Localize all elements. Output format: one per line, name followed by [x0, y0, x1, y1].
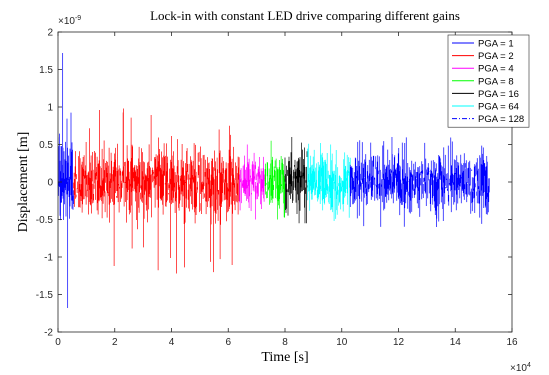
series-2	[73, 108, 240, 274]
series-1	[58, 53, 74, 308]
y-tick-label: 0.5	[39, 140, 53, 151]
y-tick-label: -1	[44, 253, 53, 264]
series-trace	[73, 108, 240, 274]
series-4	[264, 140, 285, 220]
series-trace	[264, 140, 285, 220]
x-tick-label: 0	[55, 337, 61, 348]
legend-item: PGA = 4	[452, 64, 514, 75]
legend-label: PGA = 64	[478, 102, 519, 113]
x-exponent-power: 4	[527, 362, 531, 369]
y-tick-label: 1.5	[39, 65, 53, 76]
x-tick-label: 2	[112, 337, 118, 348]
x-tick-label: 14	[450, 337, 462, 348]
legend-item: PGA = 2	[452, 51, 514, 62]
x-tick-label: 8	[282, 337, 288, 348]
y-tick-label: -0.5	[36, 215, 54, 226]
legend-label: PGA = 1	[478, 39, 514, 50]
legend-item: PGA = 16	[452, 89, 519, 100]
x-tick-label: 16	[506, 337, 518, 348]
x-axis-exponent: ×104	[510, 362, 531, 374]
legend-label: PGA = 8	[478, 76, 514, 87]
x-tick-label: 12	[393, 337, 405, 348]
series-trace	[58, 53, 74, 308]
series-6	[307, 143, 351, 221]
y-exponent-base: ×10	[58, 16, 75, 27]
y-exponent-power: -9	[75, 15, 81, 22]
series-trace	[349, 137, 490, 227]
chart-title: Lock-in with constant LED drive comparin…	[150, 8, 460, 23]
y-axis-label: Displacement [m]	[16, 132, 31, 233]
legend-label: PGA = 16	[478, 89, 519, 100]
series-trace	[239, 144, 266, 220]
y-tick-label: -1.5	[36, 290, 54, 301]
plot-data-layer	[58, 53, 490, 308]
legend-item: PGA = 1	[452, 39, 514, 50]
y-tick-label: 0	[47, 178, 53, 189]
x-axis-label: Time [s]	[261, 350, 308, 365]
x-tick-label: 10	[336, 337, 348, 348]
legend-label: PGA = 2	[478, 51, 514, 62]
axis-ticks: 0 2 4 6 8 10 12 14 16 -2 -1.5 -1 -0.5 0 0.5 1 1.5 2	[36, 28, 518, 349]
legend-item: PGA = 8	[452, 76, 514, 87]
x-tick-label: 4	[169, 337, 175, 348]
series-5	[284, 137, 308, 224]
series-trace	[307, 143, 351, 221]
legend-label: PGA = 4	[478, 64, 514, 75]
series-3	[239, 144, 266, 220]
legend-label: PGA = 128	[478, 114, 524, 125]
y-tick-label: -2	[44, 328, 53, 339]
y-tick-label: 1	[47, 103, 53, 114]
series-7	[349, 137, 490, 227]
y-axis-exponent: ×10-9	[58, 15, 81, 27]
x-exponent-base: ×10	[510, 363, 527, 374]
legend-item: PGA = 128	[452, 114, 524, 125]
x-tick-label: 6	[225, 337, 231, 348]
y-tick-label: 2	[47, 28, 53, 39]
series-trace	[284, 137, 308, 224]
legend-item: PGA = 64	[452, 102, 519, 113]
